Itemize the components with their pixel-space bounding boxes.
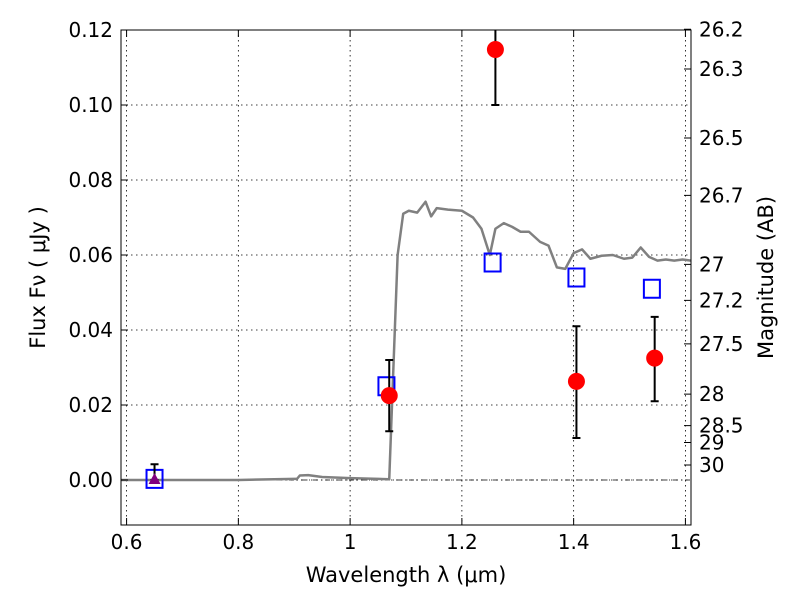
y-axis-label: Flux Fν ( μJy )	[26, 206, 50, 349]
y-tick-label: 0.10	[68, 93, 113, 117]
observed-flux-point	[567, 372, 585, 390]
magnitude-tick-label: 26.5	[699, 126, 744, 150]
x-axis-label: Wavelength λ (μm)	[306, 563, 507, 587]
observed-flux-point	[646, 349, 664, 367]
series-upper-limit	[148, 463, 161, 484]
series-model-photometry	[145, 252, 661, 489]
magnitude-tick-label: 27.2	[699, 288, 744, 312]
data-series	[121, 30, 691, 489]
model-photometry-point	[567, 267, 586, 288]
magnitude-tick-label: 30	[699, 453, 724, 477]
y-tick-label: 0.04	[68, 318, 113, 342]
x-axis-ticks: 0.6 0.8 1 1.2 1.4 1.6	[111, 30, 702, 554]
x-tick-label: 1	[344, 530, 357, 554]
y-tick-label: 0.02	[68, 393, 113, 417]
x-tick-label: 1.4	[558, 530, 590, 554]
model-photometry-point	[642, 278, 661, 299]
observed-flux-point	[486, 41, 504, 58]
model-spectrum-line	[121, 200, 691, 482]
y-tick-label: 0.00	[68, 468, 113, 492]
magnitude-tick-label: 29	[699, 431, 724, 455]
magnitude-tick-label: 27	[699, 252, 724, 276]
magnitude-tick-label: 26.2	[699, 17, 744, 41]
plot-frame	[120, 29, 692, 526]
model-photometry-point	[483, 252, 502, 273]
x-tick-label: 0.6	[111, 530, 143, 554]
magnitude-tick-label: 28.5	[699, 414, 744, 438]
magnitude-tick-label: 28	[699, 382, 724, 406]
magnitude-tick-label: 26.7	[699, 183, 744, 207]
upper-limit-point	[148, 473, 161, 484]
series-model-spectrum	[121, 200, 691, 482]
observed-flux-point	[380, 387, 398, 405]
y-tick-label: 0.12	[68, 18, 113, 42]
y-tick-label: 0.08	[68, 168, 113, 192]
x-tick-label: 1.2	[446, 530, 478, 554]
y-axis-ticks: 0.00 0.02 0.04 0.06 0.08 0.10 0.12	[68, 18, 128, 492]
x-tick-label: 0.8	[222, 530, 254, 554]
magnitude-tick-label: 27.5	[699, 332, 744, 356]
y-tick-label: 0.06	[68, 243, 113, 267]
magnitude-tick-label: 26.3	[699, 57, 744, 81]
magnitude-axis-label: Magnitude (AB)	[754, 196, 778, 359]
x-tick-label: 1.6	[670, 530, 702, 554]
series-observed-photometry	[380, 30, 664, 439]
